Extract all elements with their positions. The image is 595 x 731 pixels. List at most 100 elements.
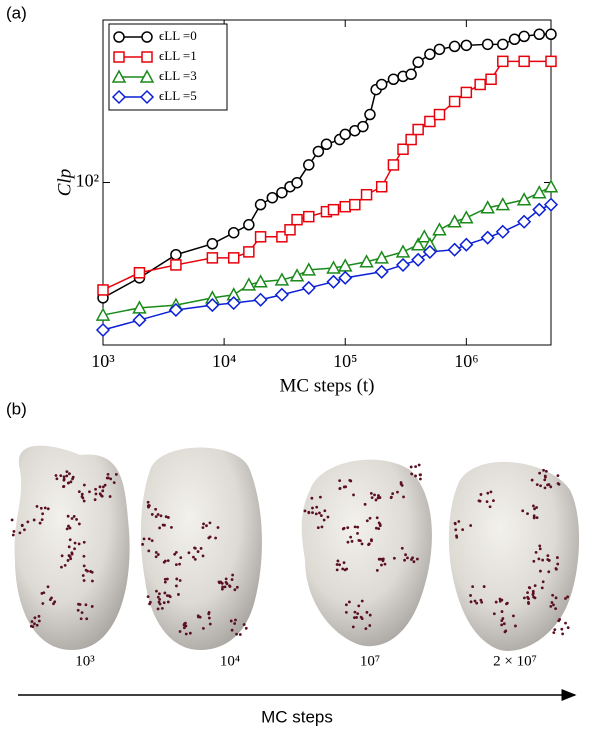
particle bbox=[532, 516, 536, 520]
particle bbox=[537, 557, 541, 561]
marker bbox=[433, 108, 446, 121]
marker bbox=[139, 89, 155, 105]
particle bbox=[193, 558, 197, 561]
particle bbox=[535, 506, 538, 509]
particle bbox=[82, 540, 86, 544]
particle bbox=[158, 592, 161, 596]
particle bbox=[67, 524, 70, 528]
marker bbox=[364, 108, 376, 121]
particle bbox=[244, 626, 248, 630]
marker bbox=[303, 159, 315, 171]
particle bbox=[535, 516, 539, 520]
particle bbox=[353, 525, 357, 529]
particle bbox=[177, 593, 180, 596]
particle bbox=[154, 507, 158, 511]
particle bbox=[157, 600, 161, 604]
particle bbox=[106, 472, 110, 476]
x-tick-label: 10³ bbox=[91, 351, 115, 371]
particle bbox=[178, 630, 182, 633]
particle bbox=[10, 518, 14, 522]
marker bbox=[312, 145, 325, 158]
marker bbox=[460, 39, 473, 52]
particle bbox=[90, 605, 94, 608]
particle bbox=[539, 569, 542, 573]
particle bbox=[547, 570, 551, 574]
marker bbox=[205, 298, 220, 313]
particle bbox=[381, 559, 385, 563]
particle bbox=[223, 585, 227, 589]
marker bbox=[241, 277, 257, 291]
marker bbox=[141, 51, 153, 63]
particle bbox=[79, 617, 83, 621]
particle bbox=[526, 512, 529, 516]
particle bbox=[419, 473, 422, 477]
particle bbox=[178, 579, 182, 582]
vesicle bbox=[448, 461, 580, 651]
particle bbox=[356, 531, 359, 535]
particle bbox=[77, 602, 80, 606]
particle bbox=[369, 492, 373, 495]
particle bbox=[546, 483, 549, 487]
particle bbox=[556, 474, 560, 478]
particle bbox=[554, 596, 558, 600]
particle bbox=[527, 586, 531, 589]
particle bbox=[359, 615, 363, 619]
particle bbox=[84, 603, 88, 607]
particle bbox=[377, 527, 381, 531]
particle bbox=[377, 494, 380, 497]
marker bbox=[326, 274, 341, 289]
particle bbox=[404, 553, 407, 557]
particle bbox=[544, 475, 547, 479]
marker bbox=[374, 250, 389, 264]
particle bbox=[82, 554, 86, 558]
marker bbox=[97, 284, 109, 296]
particle bbox=[549, 604, 553, 608]
particle bbox=[543, 478, 547, 482]
marker bbox=[339, 128, 351, 141]
marker bbox=[301, 280, 316, 295]
particle bbox=[558, 618, 562, 621]
particle bbox=[201, 554, 205, 558]
particle bbox=[338, 487, 342, 491]
marker bbox=[111, 69, 127, 83]
particle bbox=[208, 622, 212, 626]
particle bbox=[146, 595, 150, 599]
particle bbox=[521, 509, 525, 513]
marker bbox=[387, 73, 400, 86]
particle bbox=[94, 487, 97, 491]
particle bbox=[376, 496, 380, 500]
particle bbox=[335, 568, 339, 572]
particle bbox=[485, 500, 489, 504]
marker bbox=[495, 224, 510, 239]
particle bbox=[416, 557, 419, 561]
particle bbox=[389, 495, 393, 499]
particle bbox=[538, 544, 542, 548]
marker bbox=[432, 222, 447, 236]
particle bbox=[174, 563, 178, 567]
vesicle-snapshots bbox=[10, 445, 580, 651]
particle bbox=[65, 474, 69, 478]
particle bbox=[538, 471, 542, 475]
particle bbox=[207, 616, 211, 620]
marker bbox=[447, 242, 462, 257]
particle bbox=[342, 561, 346, 565]
particle bbox=[53, 600, 57, 604]
particle bbox=[77, 490, 81, 494]
particle bbox=[179, 556, 183, 560]
marker bbox=[254, 198, 267, 211]
particle bbox=[564, 621, 567, 625]
particle bbox=[512, 614, 515, 618]
particle bbox=[18, 531, 22, 535]
particle bbox=[360, 542, 364, 546]
marker bbox=[460, 86, 473, 99]
particle bbox=[471, 585, 475, 589]
marker bbox=[531, 185, 547, 199]
particle bbox=[469, 524, 473, 527]
particle bbox=[359, 539, 362, 543]
particle bbox=[94, 492, 98, 496]
particle bbox=[158, 597, 162, 601]
particle bbox=[489, 490, 493, 494]
particle bbox=[141, 542, 145, 546]
marker bbox=[395, 244, 411, 258]
particle bbox=[184, 632, 188, 636]
